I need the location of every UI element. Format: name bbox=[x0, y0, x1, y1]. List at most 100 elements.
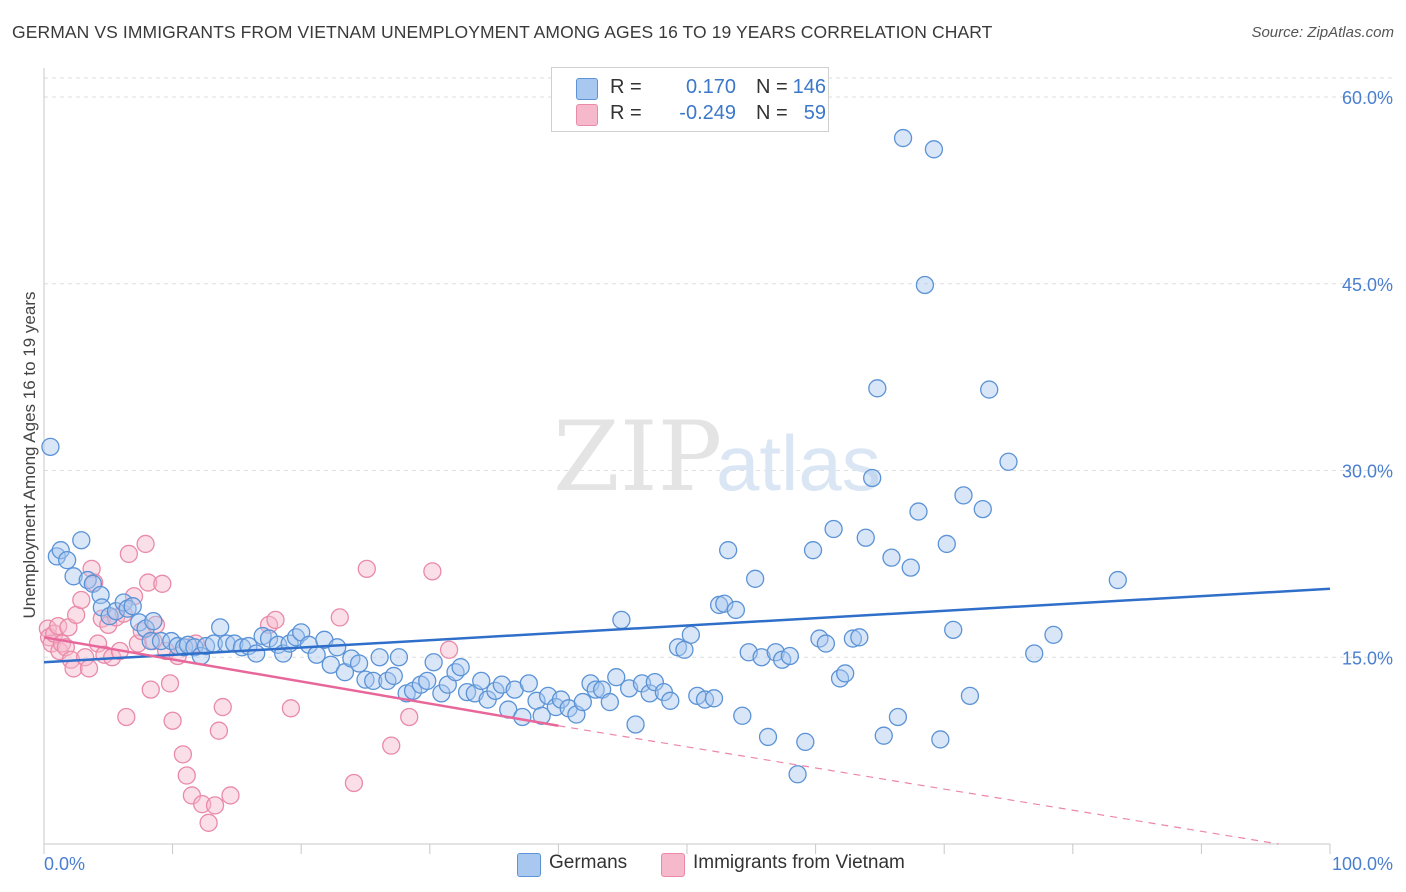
germans-point bbox=[803, 541, 823, 560]
germans-point bbox=[356, 670, 375, 689]
germans-point bbox=[51, 541, 70, 560]
germans-point bbox=[72, 531, 91, 550]
chart-title: GERMAN VS IMMIGRANTS FROM VIETNAM UNEMPL… bbox=[12, 22, 993, 42]
vietnam-point bbox=[160, 674, 180, 693]
germans-point bbox=[980, 380, 999, 399]
germans-point bbox=[1025, 644, 1044, 663]
germans-point bbox=[586, 680, 605, 699]
germans-point bbox=[151, 631, 171, 651]
germans-point bbox=[752, 648, 771, 667]
x-tick-label-min: 0.0% bbox=[44, 854, 85, 874]
legend-n-label: N = bbox=[756, 102, 788, 124]
germans-point bbox=[600, 692, 619, 712]
germans-point bbox=[733, 706, 752, 725]
vietnam-point bbox=[423, 562, 442, 581]
legend-n-value: 146 bbox=[792, 76, 826, 98]
vietnam-point bbox=[163, 711, 182, 730]
legend-swatch-vietnam bbox=[576, 104, 598, 126]
germans-points bbox=[41, 128, 1127, 784]
germans-point bbox=[626, 715, 645, 734]
germans-point bbox=[532, 706, 551, 725]
germans-point bbox=[370, 648, 389, 667]
germans-point bbox=[573, 692, 592, 712]
germans-point bbox=[893, 128, 913, 148]
germans-point bbox=[824, 519, 843, 539]
germans-point bbox=[1108, 570, 1127, 590]
grid-lines bbox=[44, 77, 1395, 658]
germans-point bbox=[640, 684, 659, 703]
axes bbox=[43, 68, 1331, 854]
germans-point bbox=[856, 528, 875, 547]
vietnam-point bbox=[72, 590, 91, 610]
y-tick-label: 45.0% bbox=[1342, 275, 1393, 295]
germans-point bbox=[924, 140, 944, 159]
vietnam-point bbox=[173, 745, 193, 764]
correlation-legend: R = 0.170 N = 146 R = -0.249 N = 59 bbox=[551, 67, 829, 132]
germans-point bbox=[418, 671, 437, 691]
vietnam-point bbox=[209, 721, 229, 740]
vietnam-point bbox=[79, 659, 99, 678]
germans-point bbox=[816, 634, 836, 653]
germans-point bbox=[874, 726, 893, 745]
germans-point bbox=[144, 611, 163, 631]
vietnam-point bbox=[382, 736, 401, 755]
legend-n-value: 59 bbox=[803, 102, 826, 124]
germans-point bbox=[364, 671, 383, 691]
vietnam-point bbox=[213, 697, 232, 717]
germans-point bbox=[457, 682, 477, 702]
legend-swatch-germans bbox=[576, 78, 598, 100]
vietnam-point bbox=[400, 707, 419, 727]
germans-point bbox=[909, 502, 928, 521]
germans-point bbox=[882, 548, 901, 567]
bottom-legend-label-vietnam: Immigrants from Vietnam bbox=[693, 852, 905, 873]
germans-point bbox=[766, 643, 785, 662]
vietnam-point bbox=[153, 574, 172, 593]
germans-point bbox=[715, 594, 734, 613]
bottom-legend-label-germans: Germans bbox=[549, 852, 628, 873]
germans-point bbox=[451, 658, 470, 677]
germans-point bbox=[41, 437, 60, 456]
germans-point bbox=[868, 379, 887, 398]
germans-point bbox=[830, 669, 850, 688]
trend-line-germans bbox=[43, 587, 1331, 664]
vietnam-point bbox=[141, 680, 160, 699]
germans-point bbox=[788, 765, 807, 784]
germans-point bbox=[384, 666, 403, 686]
trend-line-vietnam-extension bbox=[558, 725, 1279, 845]
germans-point bbox=[64, 567, 83, 586]
vietnam-point bbox=[205, 796, 225, 815]
vietnam-point bbox=[330, 608, 349, 627]
germans-point bbox=[247, 644, 266, 663]
germans-point bbox=[931, 730, 950, 749]
germans-point bbox=[472, 671, 491, 691]
germans-point bbox=[915, 275, 935, 295]
germans-point bbox=[519, 674, 538, 693]
tick-labels: 15.0% 30.0% 45.0% 60.0% 0.0% 100.0% bbox=[44, 88, 1393, 874]
vietnam-point bbox=[221, 786, 240, 805]
germans-point bbox=[704, 689, 724, 708]
trend-lines bbox=[43, 587, 1331, 845]
germans-point bbox=[796, 732, 815, 752]
germans-point bbox=[973, 499, 992, 519]
bottom-legend-swatch-germans bbox=[517, 853, 541, 877]
germans-point bbox=[661, 691, 680, 710]
germans-point bbox=[607, 668, 626, 687]
germans-point bbox=[944, 620, 963, 640]
germans-point bbox=[211, 618, 230, 637]
vietnam-point bbox=[117, 707, 136, 727]
germans-point bbox=[850, 628, 869, 647]
trend-line-vietnam bbox=[43, 636, 559, 727]
watermark: ZIP atlas bbox=[553, 401, 881, 513]
germans-point bbox=[1044, 625, 1063, 644]
x-tick-label-max: 100.0% bbox=[1332, 854, 1393, 874]
germans-point bbox=[328, 638, 347, 657]
germans-point bbox=[954, 486, 973, 505]
germans-point bbox=[513, 707, 532, 727]
germans-point bbox=[389, 648, 409, 667]
germans-point bbox=[999, 452, 1018, 471]
germans-point bbox=[780, 646, 800, 666]
vietnam-point bbox=[177, 766, 196, 785]
vietnam-point bbox=[76, 648, 95, 667]
germans-point bbox=[57, 550, 77, 570]
